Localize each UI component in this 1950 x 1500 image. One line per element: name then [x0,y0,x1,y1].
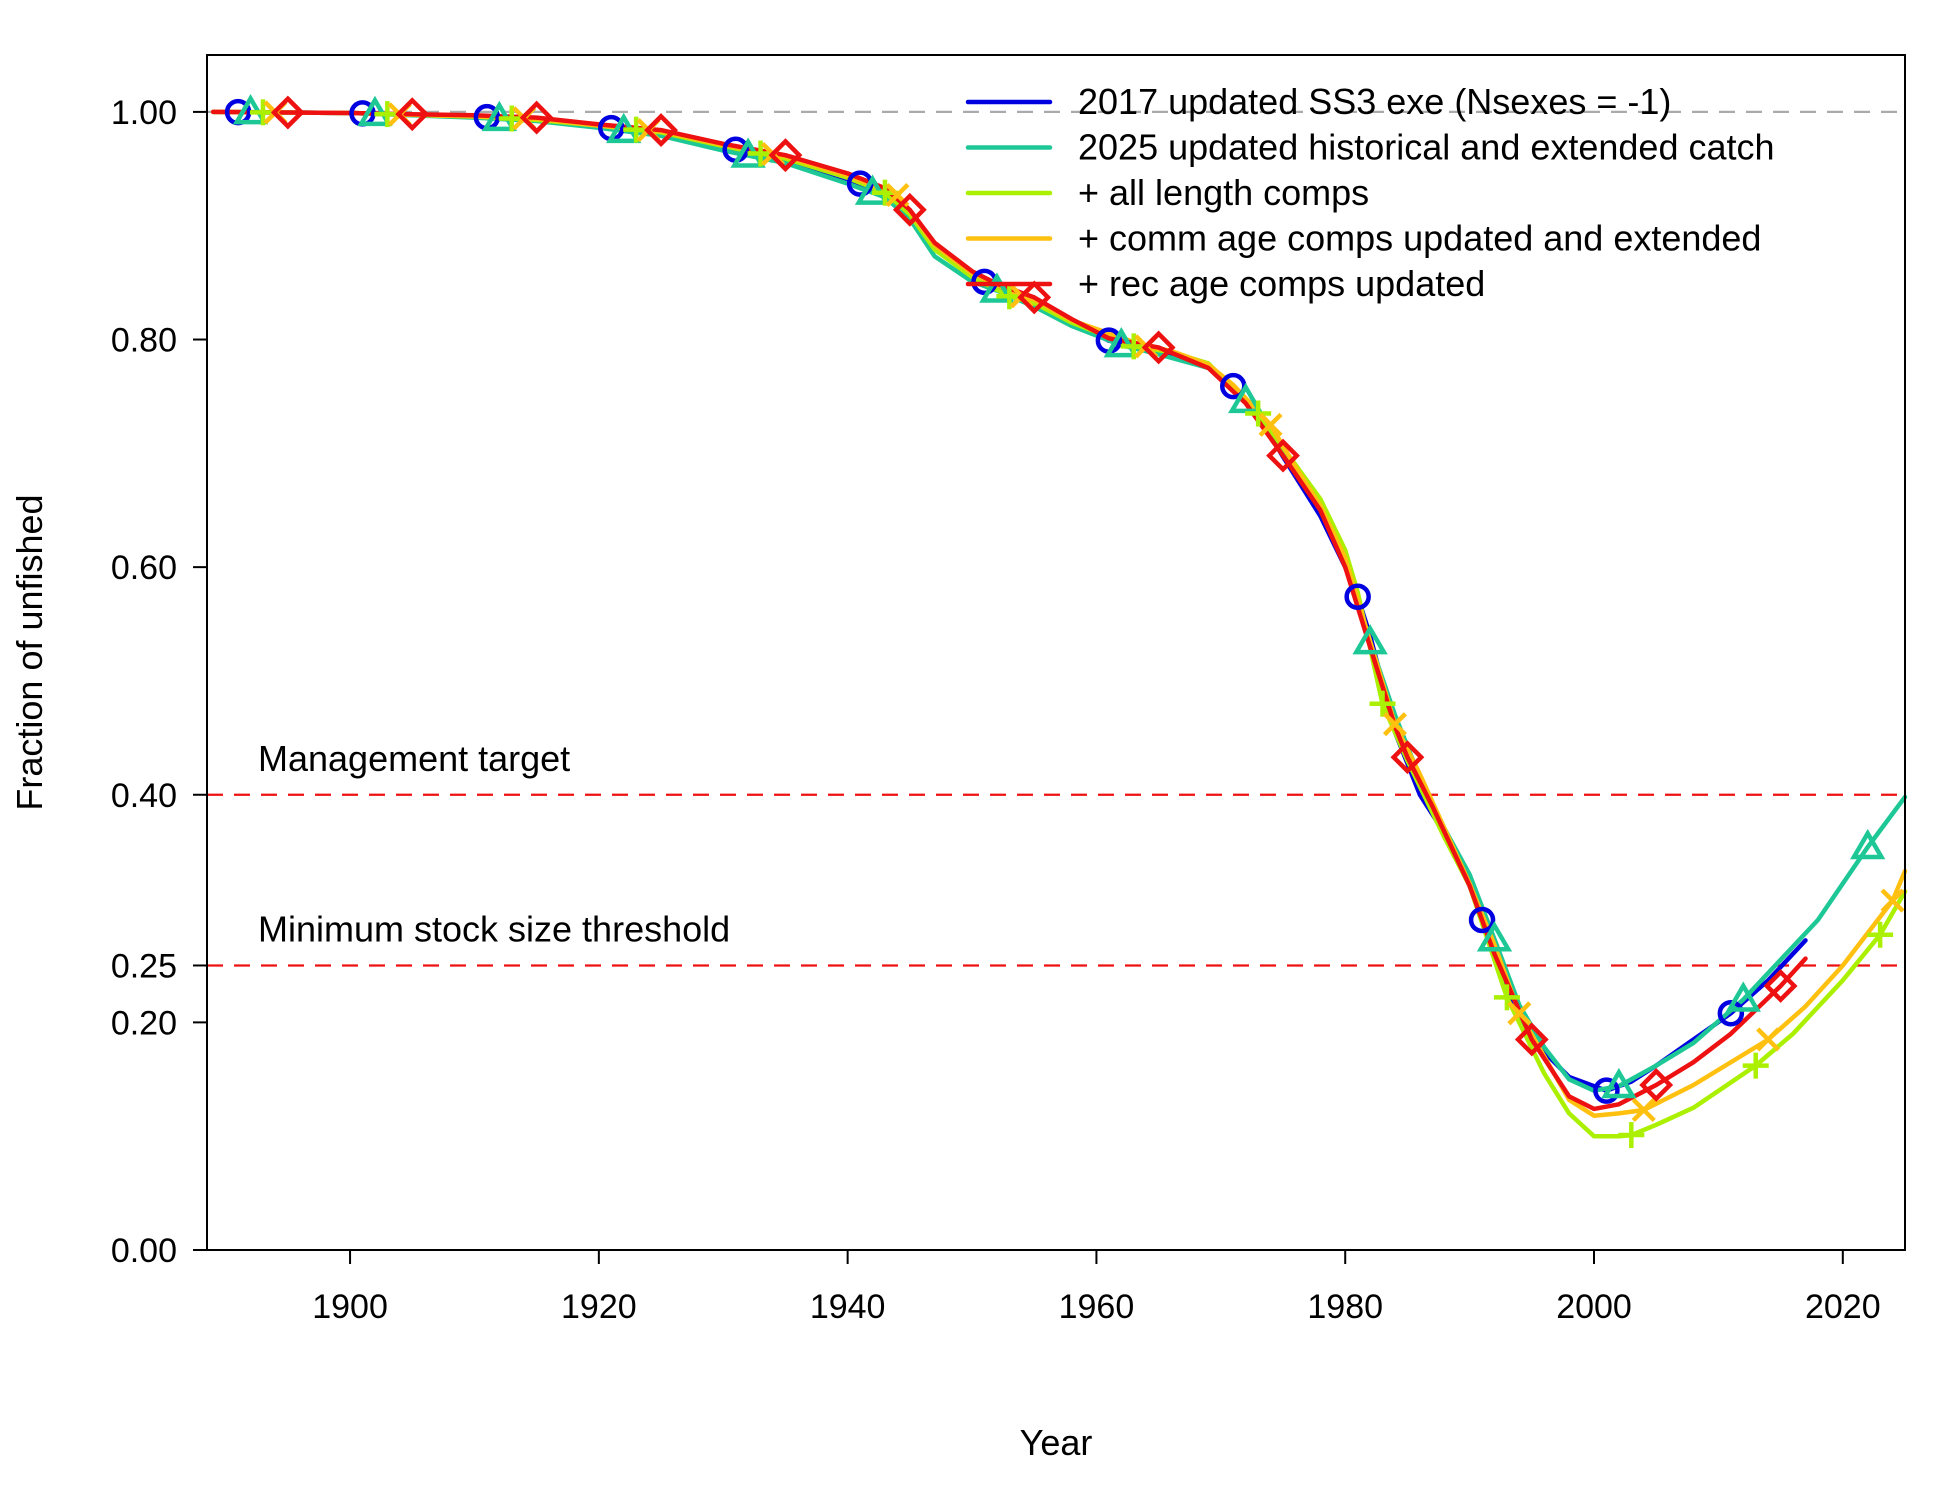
circle-marker [1344,583,1371,610]
plus-marker [996,283,1023,310]
diamond-marker [644,113,678,148]
series-marker-group [270,95,1798,1102]
x-marker [1507,1001,1532,1026]
diamond-marker [1017,280,1052,315]
diamond-marker [1639,1068,1674,1102]
x-marker-b [1258,412,1283,437]
plus-marker [1742,1052,1769,1079]
plus-marker [1120,333,1147,360]
triangle-marker [1601,1067,1637,1099]
x-marker [1756,1027,1781,1052]
y-tick-label: 0.60 [111,549,177,587]
plus-marker [1618,1122,1645,1149]
y-tick-label: 0.20 [111,1004,177,1042]
triangle-marker [1850,828,1886,860]
series-markers [224,93,1905,1149]
diamond-marker [892,192,927,227]
triangle-marker [979,272,1015,303]
y-axis: 0.00 0.20 0.25 0.40 0.60 0.80 1.00 [111,94,207,1270]
x-marker-b [885,182,910,208]
diamond-marker [768,138,803,173]
x-tick-label: 1960 [1059,1288,1135,1326]
diamond-marker [270,95,305,130]
legend-label: + all length comps [1078,172,1369,213]
plus-marker [1369,690,1396,717]
x-tick-label: 1920 [561,1288,637,1326]
plus-marker [1867,921,1894,948]
x-tick-label: 1940 [810,1288,886,1326]
y-tick-label: 0.25 [111,947,177,985]
series-marker-group [249,99,1894,1149]
series-lines [210,109,1908,1139]
x-marker [1880,888,1905,913]
y-axis-label: Fraction of unfished [9,494,50,810]
y-tick-label: 0.80 [111,322,177,360]
plus-marker [1493,984,1520,1011]
legend-label: 2017 updated SS3 exe (Nsexes = -1) [1078,81,1671,122]
x-marker-b [1507,1001,1532,1026]
plus-marker [498,105,525,132]
reference-line-labels: Management target Minimum stock size thre… [258,738,730,950]
x-marker-b [1631,1097,1656,1123]
y-tick-label: 0.40 [111,777,177,815]
x-marker-b [1382,712,1408,737]
legend-label: + comm age comps updated and extended [1078,218,1761,259]
diamond-marker [395,97,430,132]
series-line [210,109,1908,1139]
series-line [210,109,1808,1112]
triangle-marker [1476,921,1513,952]
legend-label: + rec age comps updated [1078,263,1485,304]
x-marker [1382,712,1408,737]
circle-marker [1593,1077,1620,1104]
x-axis-label: Year [1020,1422,1093,1463]
x-marker [1631,1097,1656,1123]
diamond-marker [1763,969,1798,1003]
x-marker-b [1756,1027,1781,1052]
plus-marker [747,140,774,167]
diamond-marker [1141,330,1176,365]
plus-marker [1245,400,1272,427]
x-tick-label: 1900 [312,1288,388,1326]
x-marker-b [1880,888,1905,913]
x-tick-label: 2020 [1805,1288,1881,1326]
x-tick-label: 1980 [1307,1288,1383,1326]
diamond-marker [1390,740,1425,775]
y-tick-label: 0.00 [111,1232,177,1270]
triangle-marker [1352,624,1388,655]
diamond-marker [519,100,554,135]
circle-marker [1717,1000,1745,1027]
x-axis: 1900 1920 1940 1960 1980 2000 2020 [312,1250,1881,1326]
plot-frame [206,54,1906,1251]
y-tick-label: 1.00 [111,94,177,132]
diamond-marker [1514,1022,1549,1057]
triangle-marker [1228,382,1264,414]
legend-label: 2025 updated historical and extended cat… [1078,127,1775,168]
x-marker [1258,412,1283,437]
reference-line-label: Minimum stock size threshold [258,908,730,949]
reference-lines [207,110,1905,967]
circle-marker [1468,906,1496,934]
triangle-marker [1103,326,1139,358]
reference-line-label: Management target [258,738,570,779]
x-tick-label: 2000 [1556,1288,1632,1326]
legend: 2017 updated SS3 exe (Nsexes = -1) 2025 u… [965,81,1775,304]
diamond-marker [1266,438,1300,473]
triangle-marker [1725,981,1761,1012]
